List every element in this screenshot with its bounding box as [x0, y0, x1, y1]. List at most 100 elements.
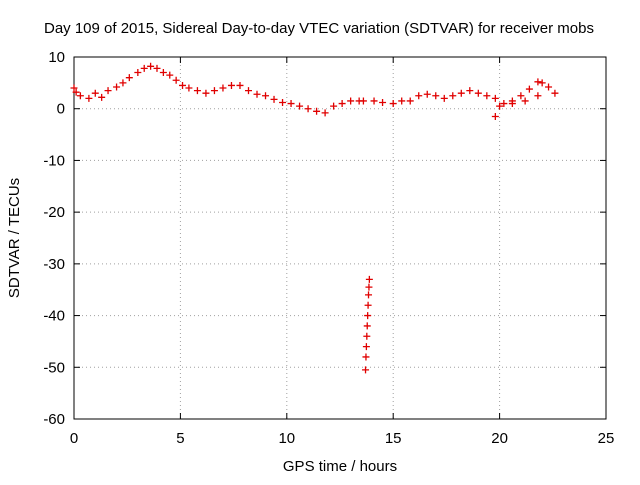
data-point [423, 90, 431, 98]
data-point [193, 87, 201, 95]
data-point [538, 79, 546, 87]
data-point [210, 87, 218, 95]
data-point [406, 97, 414, 105]
data-point [270, 95, 278, 103]
data-point [525, 85, 533, 93]
data-point [449, 92, 457, 100]
axis-ticks: 0 5 10 15 20 25 10 0 -10 -20 -30 -40 -50 -60 [43, 49, 614, 447]
data-point [321, 109, 329, 117]
data-point [432, 92, 440, 100]
data-point [364, 301, 372, 309]
data-point [491, 112, 499, 120]
data-point [363, 322, 371, 330]
data-series [70, 62, 559, 374]
data-point [313, 107, 321, 115]
data-point [398, 97, 406, 105]
y-tick-label: -40 [43, 308, 65, 325]
data-point [236, 81, 244, 89]
data-point [72, 88, 80, 96]
data-point [347, 97, 355, 105]
data-point [296, 102, 304, 110]
x-tick-label: 10 [278, 430, 295, 447]
data-point [363, 332, 371, 340]
data-point [370, 97, 378, 105]
data-point [545, 83, 553, 91]
data-point [125, 74, 133, 82]
data-point [70, 84, 78, 92]
data-point [457, 89, 465, 97]
data-point [119, 79, 127, 87]
data-point [85, 94, 93, 102]
data-point [179, 81, 187, 89]
data-point [153, 64, 161, 72]
x-tick-label: 25 [598, 430, 615, 447]
data-point [219, 84, 227, 92]
x-axis-label: GPS time / hours [283, 458, 397, 475]
data-point [517, 92, 525, 100]
data-point [500, 100, 508, 108]
data-point [496, 102, 504, 110]
y-tick-label: -30 [43, 256, 65, 273]
data-point [362, 343, 370, 351]
data-point [262, 92, 270, 100]
data-point [362, 353, 370, 361]
x-tick-label: 0 [70, 430, 78, 447]
data-point [379, 99, 387, 107]
data-point [140, 64, 148, 72]
y-tick-label: 10 [48, 49, 65, 66]
data-point [338, 100, 346, 108]
data-point [389, 100, 397, 108]
data-point [98, 93, 106, 101]
data-point [508, 100, 516, 108]
data-point [76, 92, 84, 100]
y-tick-label: -50 [43, 359, 65, 376]
y-tick-label: -20 [43, 204, 65, 221]
data-point [365, 283, 373, 291]
data-point [534, 92, 542, 100]
data-point [365, 291, 373, 299]
grid-lines [74, 57, 606, 419]
y-tick-label: -10 [43, 152, 65, 169]
data-point [159, 69, 167, 77]
data-point [287, 100, 295, 108]
data-point [415, 92, 423, 100]
data-point [474, 89, 482, 97]
data-point [172, 76, 180, 84]
chart-title: Day 109 of 2015, Sidereal Day-to-day VTE… [44, 20, 594, 37]
x-tick-label: 15 [385, 430, 402, 447]
y-tick-label: 0 [57, 101, 65, 118]
data-point [466, 87, 474, 95]
y-axis-label: SDTVAR / TECUs [6, 178, 23, 298]
x-tick-label: 20 [491, 430, 508, 447]
series-sdtvar [70, 62, 559, 374]
data-point [330, 102, 338, 110]
x-tick-label: 5 [176, 430, 184, 447]
data-point [166, 71, 174, 79]
data-point [147, 62, 155, 70]
data-point [362, 366, 370, 374]
plot-frame [73, 56, 607, 420]
data-point [440, 94, 448, 102]
data-point [227, 81, 235, 89]
data-point [134, 69, 142, 77]
data-point [365, 275, 373, 283]
data-point [534, 78, 542, 86]
data-point [483, 92, 491, 100]
data-point [491, 94, 499, 102]
data-point [551, 89, 559, 97]
data-point [364, 312, 372, 320]
data-point [104, 87, 112, 95]
data-point [244, 87, 252, 95]
data-point [253, 90, 261, 98]
data-point [279, 99, 287, 107]
data-point [202, 89, 210, 97]
data-point [304, 105, 312, 113]
data-point [91, 89, 99, 97]
data-point [185, 84, 193, 92]
data-point [521, 97, 529, 105]
data-point [359, 97, 367, 105]
data-point [113, 83, 121, 91]
y-tick-label: -60 [43, 411, 65, 428]
